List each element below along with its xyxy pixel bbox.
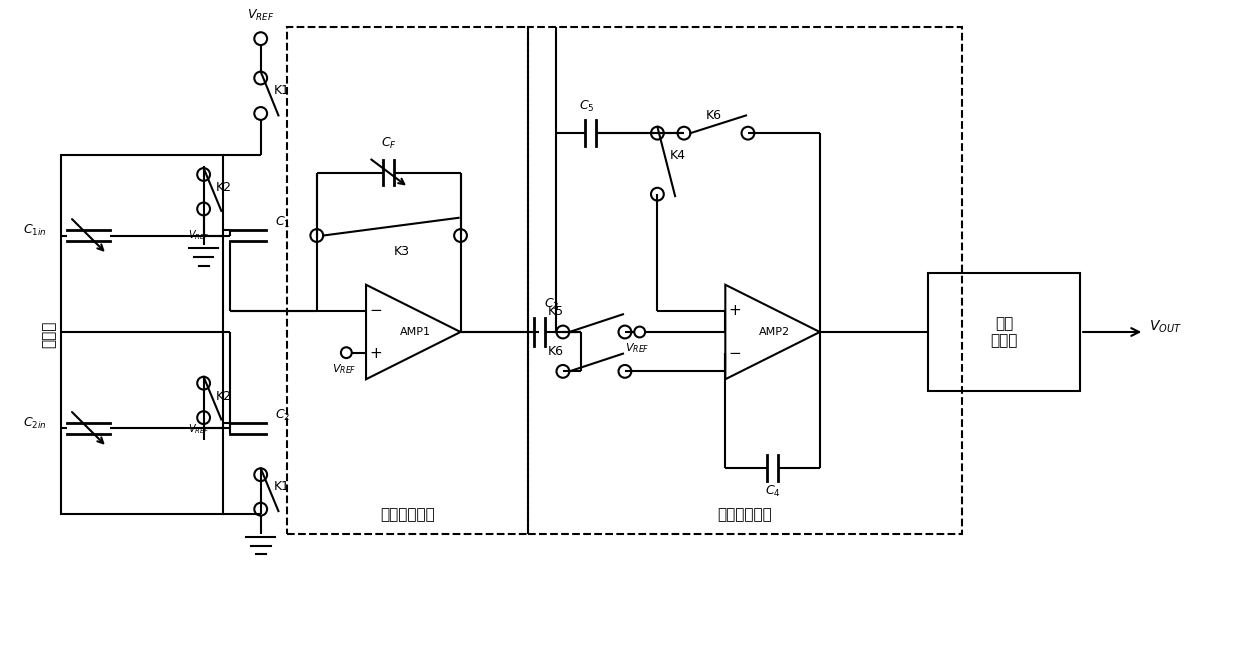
Text: +: + <box>369 346 383 361</box>
Text: −: − <box>369 303 383 318</box>
Text: −: − <box>729 346 741 361</box>
Text: K1: K1 <box>274 481 290 494</box>
Text: $C_1$: $C_1$ <box>275 215 291 230</box>
Text: K2: K2 <box>216 181 232 194</box>
Text: K3: K3 <box>394 245 410 258</box>
Text: $C_5$: $C_5$ <box>579 98 595 114</box>
Text: $V_{REF}$: $V_{REF}$ <box>247 8 274 23</box>
Text: $V_{REF}$: $V_{REF}$ <box>188 229 209 243</box>
Text: $V_{REF}$: $V_{REF}$ <box>626 342 650 356</box>
Text: K1: K1 <box>274 84 290 97</box>
Text: 传感器: 传感器 <box>42 321 57 348</box>
Bar <box>61 155 223 514</box>
Text: K5: K5 <box>548 305 564 318</box>
Text: $C_{2in}$: $C_{2in}$ <box>24 416 47 431</box>
Text: AMP2: AMP2 <box>760 327 790 337</box>
Text: K6: K6 <box>706 109 721 122</box>
Text: 电荷积分模块: 电荷积分模块 <box>380 507 435 522</box>
Bar <box>529 27 961 534</box>
Text: $V_{REF}$: $V_{REF}$ <box>188 422 209 436</box>
Text: +: + <box>729 303 741 318</box>
Text: $C_3$: $C_3$ <box>544 297 560 313</box>
Text: $V_{OUT}$: $V_{OUT}$ <box>1149 319 1182 335</box>
Text: $C_F$: $C_F$ <box>380 136 396 151</box>
Text: $C_4$: $C_4$ <box>764 483 781 498</box>
Text: 采样保持模块: 采样保持模块 <box>717 507 772 522</box>
Text: $C_{1in}$: $C_{1in}$ <box>24 223 47 238</box>
Text: K6: K6 <box>548 344 564 358</box>
Text: AMP1: AMP1 <box>400 327 431 337</box>
Text: K4: K4 <box>670 149 686 162</box>
Text: $C_2$: $C_2$ <box>275 408 291 423</box>
Bar <box>287 27 529 534</box>
Bar <box>928 273 1080 391</box>
Text: 低通
滤波器: 低通 滤波器 <box>990 316 1017 348</box>
Text: K2: K2 <box>216 390 232 403</box>
Text: $V_{REF}$: $V_{REF}$ <box>332 362 357 376</box>
